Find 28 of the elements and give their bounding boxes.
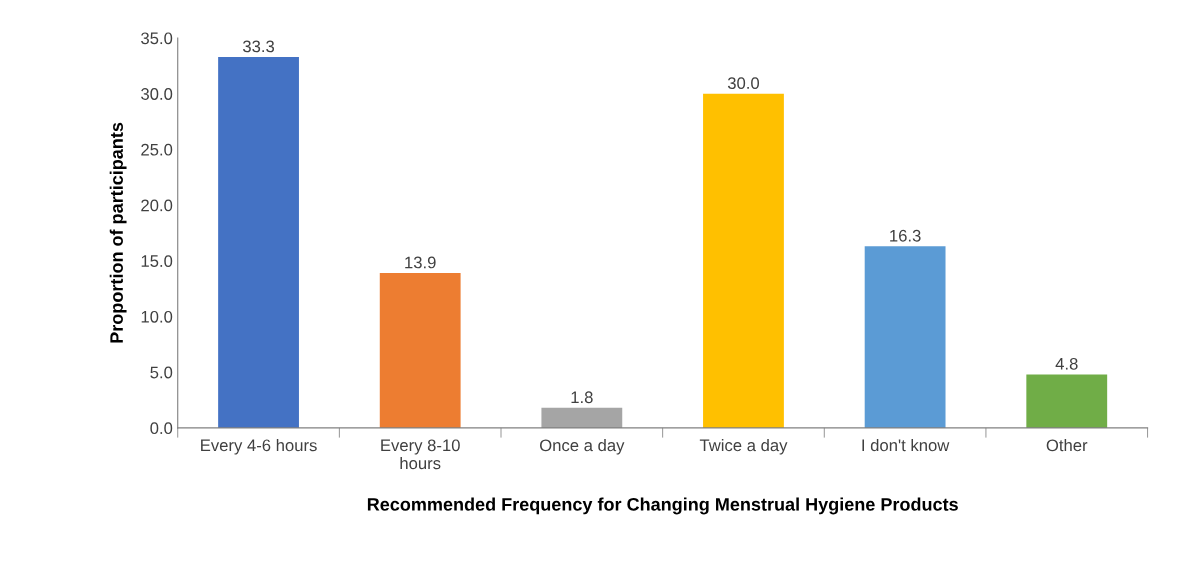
bar bbox=[541, 407, 623, 428]
y-tick-label: 10.0 bbox=[141, 310, 173, 323]
x-tick-label: I don't know bbox=[862, 438, 950, 452]
data-label: 30.0 bbox=[727, 77, 760, 90]
bar bbox=[703, 93, 784, 428]
y-tick-label: 0.0 bbox=[150, 422, 173, 435]
x-axis-title: Recommended Frequency for Changing Menstrual Hygiene Products bbox=[367, 497, 958, 515]
bar bbox=[379, 273, 461, 428]
y-axis-title: Proportion of participants bbox=[109, 122, 127, 343]
y-tick-label: 5.0 bbox=[150, 366, 173, 379]
data-label: 33.3 bbox=[242, 40, 275, 53]
bar bbox=[1026, 374, 1108, 428]
bar bbox=[218, 56, 299, 428]
y-tick-label: 25.0 bbox=[141, 143, 173, 156]
data-label: 4.8 bbox=[1055, 357, 1078, 370]
y-tick-label: 20.0 bbox=[141, 199, 173, 212]
y-tick-label: 15.0 bbox=[141, 255, 173, 267]
data-label: 13.9 bbox=[405, 256, 436, 269]
y-tick-label: 35.0 bbox=[141, 32, 173, 45]
x-tick-label: Other bbox=[1046, 438, 1088, 452]
bar bbox=[864, 246, 946, 428]
x-tick-label: Once a day bbox=[540, 438, 625, 455]
data-label: 16.3 bbox=[890, 229, 921, 242]
x-tick-label: Every 8-10 hours bbox=[381, 439, 460, 470]
data-label: 1.8 bbox=[571, 391, 593, 404]
x-tick-label: Twice a day bbox=[699, 438, 788, 455]
y-tick-label: 30.0 bbox=[141, 88, 173, 100]
x-tick-label: Every 4-6 hours bbox=[201, 438, 317, 455]
